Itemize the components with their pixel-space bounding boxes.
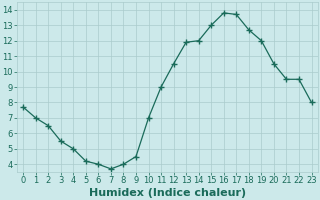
X-axis label: Humidex (Indice chaleur): Humidex (Indice chaleur) <box>89 188 246 198</box>
